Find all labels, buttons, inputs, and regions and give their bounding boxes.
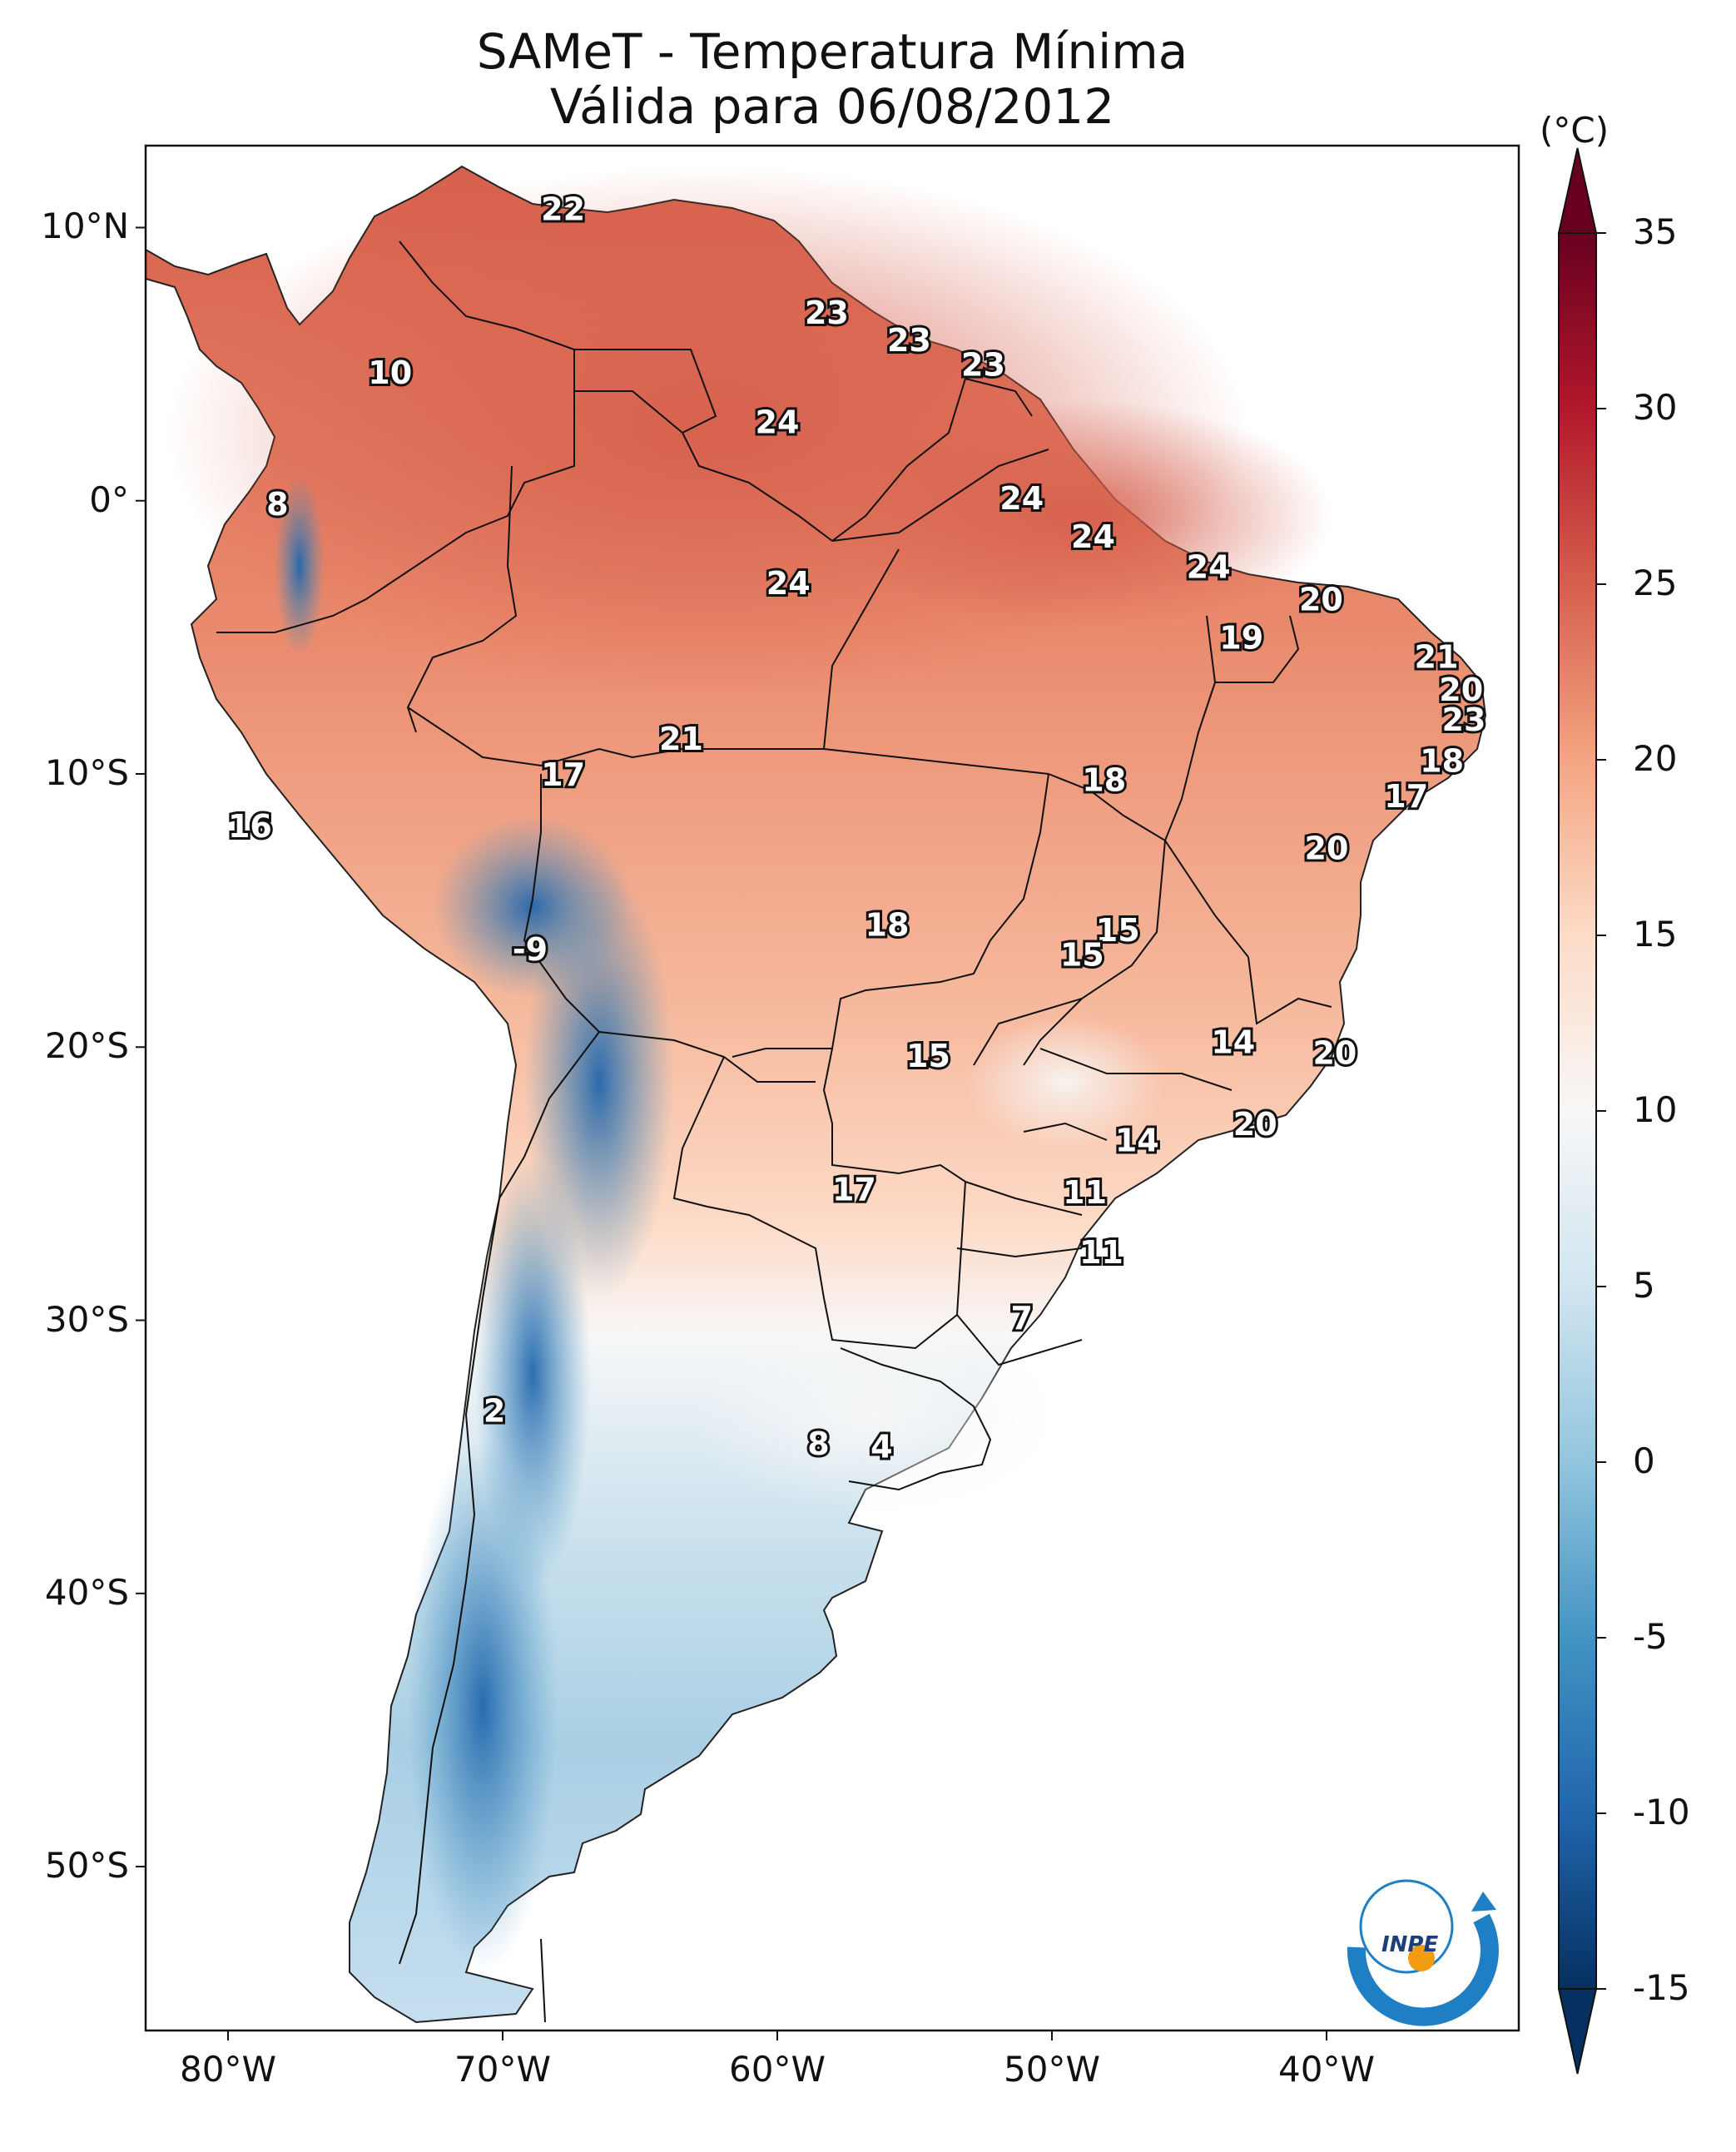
colorbar-tick-label: 15 [1633,914,1678,955]
colorbar-tick-label: -5 [1633,1616,1668,1657]
value-label: 17 [832,1172,876,1208]
value-label: 15 [906,1038,950,1074]
colorbar-tick-label: 10 [1633,1089,1678,1130]
value-label: 18 [866,906,910,943]
lon-tick-label: 70°W [454,2049,551,2090]
lon-tick-label: 80°W [180,2049,276,2090]
value-label: 10 [368,355,412,391]
lat-tick-label: 10°S [44,752,129,793]
value-label: 24 [766,565,811,602]
value-label: 20 [1305,830,1349,866]
lon-tick-label: 40°W [1278,2049,1375,2090]
value-label: 15 [1096,912,1140,949]
value-label: 11 [1063,1174,1107,1211]
value-label: 4 [870,1428,892,1465]
value-label: 11 [1079,1234,1123,1271]
colorbar-body [1558,232,1597,1990]
value-label: 23 [805,295,849,331]
colorbar-bottom-extend [1557,1988,1598,2075]
value-label: 24 [756,404,800,440]
value-label: 19 [1219,620,1263,657]
value-label: 14 [1211,1024,1255,1060]
lon-tick-label: 50°W [1004,2049,1100,2090]
colorbar-tick-label: -10 [1633,1792,1690,1832]
temperature-field [146,165,1487,2024]
colorbar-tick-label: 25 [1633,563,1678,603]
map-frame [144,144,1520,2032]
value-label: 16 [228,808,272,845]
lat-tick-label: 10°N [41,206,129,247]
value-label: 23 [887,322,931,359]
value-label: 24 [999,480,1044,517]
value-label: 18 [1420,742,1464,779]
value-label: 14 [1115,1123,1159,1159]
value-label: 8 [807,1426,829,1462]
logo-text: INPE [1381,1932,1438,1957]
value-label: -9 [513,931,548,968]
colorbar-unit: (°C) [1540,110,1610,151]
chart-title: SAMeT - Temperatura Mínima [476,23,1188,80]
colorbar-ticks [1596,232,1606,1990]
colorbar-tick-label: 0 [1633,1440,1655,1481]
value-label: 23 [961,346,1005,383]
colorbar [1557,147,1606,2075]
value-label: 2 [484,1393,505,1430]
axis-tick-marks [136,226,1327,2040]
lon-tick-label: 60°W [729,2049,826,2090]
lat-tick-label: 40°S [44,1571,129,1613]
value-label: 18 [1082,761,1126,798]
value-label: 8 [266,486,288,523]
colorbar-tick-label: 5 [1633,1265,1655,1306]
value-label: 17 [541,756,585,793]
value-label: 22 [541,191,585,227]
value-label: 20 [1299,582,1343,618]
value-label: 24 [1071,518,1115,555]
value-label: 17 [1384,778,1428,815]
lat-tick-label: 20°S [44,1025,129,1067]
value-label: 21 [659,721,703,757]
colorbar-tick-label: 35 [1633,211,1678,252]
colorbar-tick-label: -15 [1633,1967,1690,2008]
warm-zone [832,399,1332,632]
lat-tick-label: 0° [89,478,129,520]
lat-tick-label: 50°S [44,1845,129,1887]
value-label: 20 [1439,672,1483,708]
value-label: 24 [1187,548,1231,585]
colorbar-top-extend [1557,147,1598,234]
value-label: 23 [1442,702,1486,738]
value-label: 7 [1010,1300,1032,1336]
country-borders [216,240,1332,2023]
cool-zone [691,1315,1057,1515]
inpe-logo: INPE [1347,1879,1499,2026]
cool-zone [965,1015,1165,1148]
chart-subtitle: Válida para 06/08/2012 [549,78,1115,135]
value-label: 21 [1415,639,1459,676]
colorbar-tick-label: 30 [1633,387,1678,428]
value-label: 20 [1233,1106,1277,1143]
value-label: 15 [1060,936,1104,973]
lat-tick-label: 30°S [44,1298,129,1340]
cold-zone [275,474,325,657]
value-label: 20 [1312,1035,1357,1072]
colorbar-tick-label: 20 [1633,738,1678,779]
cold-zone [408,1440,558,1972]
